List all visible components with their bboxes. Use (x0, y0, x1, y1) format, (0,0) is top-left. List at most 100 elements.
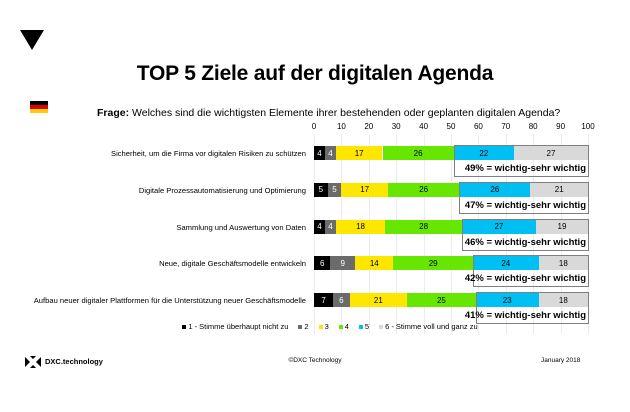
summary-annotation: 42% = wichtig-sehr wichtig (464, 273, 586, 285)
bar-value-label: 5 (332, 185, 337, 195)
summary-annotation: 49% = wichtig-sehr wichtig (464, 163, 586, 174)
x-tick-label: 100 (581, 122, 595, 131)
bar-value-label: 18 (558, 295, 568, 305)
x-tick-label: 80 (528, 122, 538, 131)
bar-segment: 4 (324, 146, 336, 160)
copyright-text: ©DXC Technology (288, 357, 342, 364)
bar-segment: 4 (314, 146, 325, 160)
bar-segment: 29 (393, 256, 473, 271)
legend-swatch-icon (298, 324, 303, 329)
category-label: Aufbau neuer digitaler Plattformen für d… (33, 296, 306, 306)
bar-segment: 26 (459, 182, 531, 197)
category-label: Sammlung und Auswertung von Daten (176, 222, 306, 232)
bar-value-label: 26 (413, 148, 423, 158)
bar-value-label: 9 (340, 258, 345, 268)
legend-swatch-icon (338, 324, 343, 329)
bar-segment: 4 (324, 219, 336, 234)
bar-segment: 6 (333, 293, 350, 308)
bar-value-label: 4 (328, 148, 333, 158)
x-tick-label: 40 (419, 122, 429, 131)
bar-value-label: 17 (360, 185, 370, 195)
gridline (314, 134, 315, 334)
x-tick-label: 70 (501, 122, 511, 131)
bar-value-label: 26 (419, 185, 429, 195)
bar-value-label: 4 (317, 222, 322, 232)
germany-flag-icon (30, 101, 48, 113)
summary-box (461, 218, 589, 251)
bar-value-label: 21 (373, 295, 383, 305)
bar-value-label: 29 (428, 258, 438, 268)
bar-value-label: 6 (319, 258, 325, 268)
bar-value-label: 24 (501, 258, 511, 268)
bar-segment: 21 (530, 182, 588, 197)
bar-value-label: 21 (554, 185, 564, 195)
bar-value-label: 22 (479, 148, 489, 158)
bar-value-label: 7 (321, 295, 326, 305)
bar-value-label: 5 (318, 185, 324, 195)
bar-segment: 28 (385, 219, 462, 234)
logo-text: DXC.technology (45, 356, 103, 366)
bar-segment: 5 (327, 182, 342, 197)
bar-segment: 21 (349, 293, 408, 308)
bar-value-label: 23 (502, 295, 512, 305)
bar-segment: 23 (475, 293, 539, 308)
summary-annotation: 47% = wichtig-sehr wichtig (464, 199, 586, 211)
x-tick-label: 30 (391, 122, 401, 131)
summary-annotation: 41% = wichtig-sehr wichtig (464, 310, 586, 322)
summary-box (475, 292, 589, 325)
legend-swatch-icon (358, 324, 363, 329)
category-label: Neue, digitale Geschäftsmodelle entwicke… (159, 259, 306, 269)
chart-legend: 1 - Stimme überhaupt nicht zu 2 3 4 5 6 - Sti… (0, 322, 630, 331)
bar-value-label: 6 (339, 295, 344, 305)
bar-segment: 18 (335, 219, 386, 234)
bar-value-label: 28 (419, 222, 429, 232)
bar-segment: 6 (314, 256, 331, 271)
summary-box (472, 255, 589, 288)
date-text: January 2018 (541, 357, 581, 364)
bar-segment: 18 (538, 293, 588, 308)
slide-title: TOP 5 Ziele auf der digitalen Agenda (136, 62, 494, 85)
legend-item: 3 (318, 322, 329, 331)
bar-segment: 26 (387, 182, 460, 197)
bar-segment: 7 (314, 293, 334, 308)
gridline (423, 134, 425, 334)
bar-value-label: 19 (557, 222, 567, 232)
bar-segment: 18 (538, 256, 588, 271)
bar-segment: 27 (514, 146, 588, 160)
gridline (533, 134, 535, 334)
gridline (560, 134, 562, 334)
bar-segment: 22 (453, 146, 514, 160)
bar-segment: 14 (355, 256, 394, 271)
bar-segment: 5 (314, 182, 328, 197)
bar-segment: 17 (335, 146, 383, 160)
bar-value-label: 18 (356, 222, 366, 232)
legend-item: 6 - Stimme voll und ganz zu (379, 322, 478, 331)
x-tick-label: 60 (473, 122, 483, 131)
legend-label: 5 (364, 322, 370, 331)
gridline (505, 134, 507, 334)
bar-value-label: 18 (558, 258, 568, 268)
question-label: Frage: (97, 107, 130, 119)
bar-value-label: 17 (354, 148, 364, 158)
legend-swatch-icon (318, 324, 323, 329)
gridline (341, 134, 343, 334)
bar-value-label: 27 (494, 222, 504, 232)
x-tick-label: 50 (446, 122, 456, 131)
category-label: Sicherheit, um die Firma vor digitalen R… (111, 149, 306, 158)
gridline (451, 134, 452, 334)
category-label: Digitale Prozessautomatisierung und Opti… (138, 185, 306, 195)
bar-value-label: 25 (436, 295, 446, 305)
x-tick-label: 0 (311, 122, 317, 131)
x-tick-label: 20 (364, 122, 374, 131)
bar-value-label: 14 (369, 258, 379, 268)
legend-item: 5 (358, 322, 370, 331)
summary-box (459, 181, 589, 214)
question-text: Frage: Welches sind die wichtigsten Elem… (97, 107, 560, 119)
bar-segment: 27 (461, 219, 536, 234)
bar-segment: 17 (341, 182, 388, 197)
x-tick-label: 10 (336, 122, 346, 131)
summary-annotation: 46% = wichtig-sehr wichtig (464, 236, 586, 248)
bar-segment: 26 (382, 146, 454, 160)
bar-value-label: 26 (490, 185, 500, 195)
bar-value-label: 4 (328, 222, 333, 232)
